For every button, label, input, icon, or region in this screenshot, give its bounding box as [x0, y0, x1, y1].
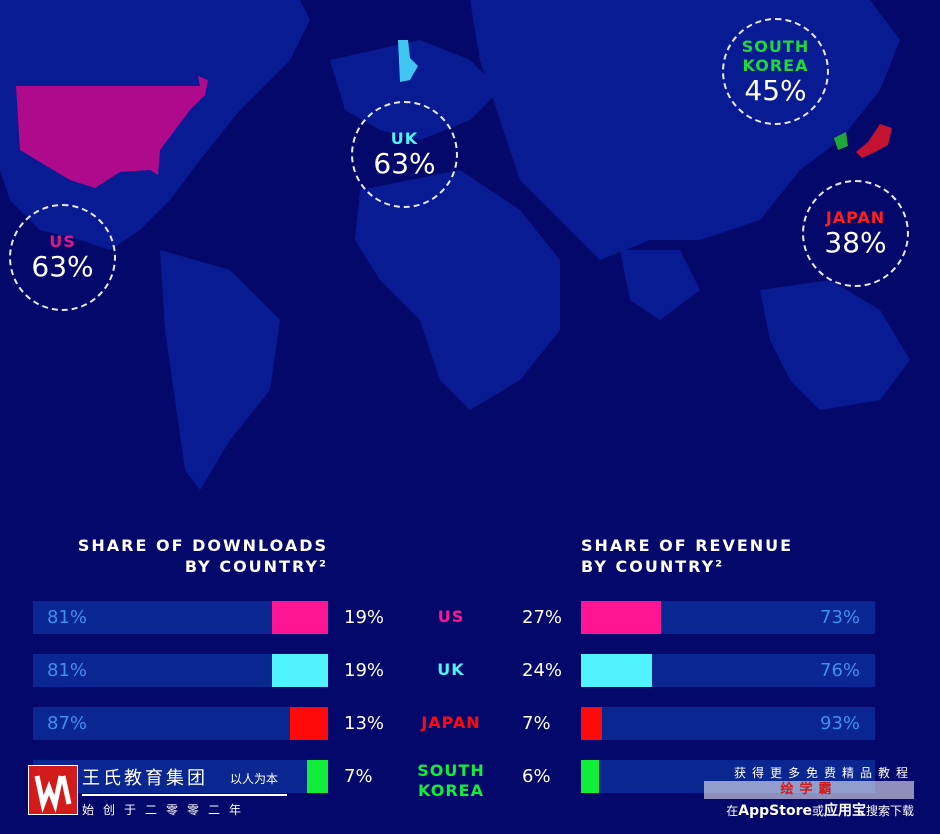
- downloads-share-label: 19%: [344, 660, 385, 681]
- bubble-country: JAPAN: [825, 208, 886, 227]
- revenue-title-line1: SHARE OF REVENUE: [581, 536, 794, 555]
- downloads-highlight-segment: [272, 601, 328, 634]
- bubble-country-line2: KOREA: [742, 55, 809, 75]
- row-country-label: SOUTH KOREA: [391, 761, 511, 801]
- downloads-highlight-segment: [290, 707, 328, 740]
- logo-w-icon: [34, 775, 72, 813]
- bubble-value: 63%: [31, 250, 94, 283]
- revenue-highlight-segment: [581, 760, 599, 793]
- watermark-app-name: 绘学霸: [704, 781, 914, 799]
- bubble-value: 38%: [824, 226, 887, 259]
- bubble-us: US 63%: [9, 204, 116, 311]
- revenue-title-line2: BY COUNTRY²: [581, 557, 725, 576]
- download-store: AppStore: [738, 803, 812, 819]
- us-highlight: [16, 76, 208, 188]
- download-suffix: 搜索下载: [865, 804, 914, 818]
- revenue-bar: [581, 707, 875, 740]
- downloads-share-label: 7%: [344, 766, 373, 787]
- revenue-highlight-segment: [581, 707, 602, 740]
- bubble-south-korea: SOUTH KOREA 45%: [722, 18, 829, 125]
- row-country-line1: UK: [437, 660, 465, 679]
- watermark-download: 在AppStore或应用宝搜索下载: [726, 800, 914, 820]
- row-country-label: JAPAN: [391, 713, 511, 733]
- watermark-name: 王氏教育集团: [82, 768, 208, 789]
- bubble-country-line1: SOUTH: [741, 36, 810, 56]
- revenue-share-label: 7%: [522, 713, 551, 734]
- watermark-divider: [82, 794, 287, 796]
- revenue-highlight-segment: [581, 601, 661, 634]
- watermark-since: 始创于二零零二年: [82, 803, 251, 817]
- bubble-value: 45%: [744, 73, 807, 107]
- downloads-bar: [33, 707, 328, 740]
- downloads-highlight-segment: [272, 654, 328, 687]
- japan-highlight: [856, 124, 892, 158]
- downloads-share-label: 13%: [344, 713, 385, 734]
- row-country-line1: JAPAN: [421, 713, 481, 732]
- downloads-highlight-segment: [307, 760, 328, 793]
- revenue-rest-label: 93%: [820, 713, 861, 734]
- revenue-share-label: 27%: [522, 607, 563, 628]
- revenue-highlight-segment: [581, 654, 652, 687]
- downloads-rest-label: 81%: [47, 660, 88, 681]
- row-country-label: UK: [391, 660, 511, 680]
- row-country-line1: SOUTH: [417, 761, 485, 780]
- downloads-title-line2: BY COUNTRY²: [184, 557, 328, 576]
- downloads-title-line1: SHARE OF DOWNLOADS: [77, 536, 328, 555]
- bubble-value: 63%: [373, 147, 436, 180]
- revenue-rest-label: 73%: [820, 607, 861, 628]
- revenue-share-label: 24%: [522, 660, 563, 681]
- uk-highlight: [398, 40, 418, 82]
- download-mid: 或: [811, 804, 824, 818]
- revenue-heading: SHARE OF REVENUE BY COUNTRY²: [581, 535, 793, 577]
- row-country-line1: US: [437, 607, 465, 626]
- south-korea-highlight: [834, 132, 848, 150]
- download-market: 应用宝: [823, 803, 866, 819]
- downloads-rest-label: 87%: [47, 713, 88, 734]
- revenue-rest-label: 76%: [820, 660, 861, 681]
- watermark-logo: [28, 765, 78, 815]
- row-country-line2: KOREA: [418, 781, 484, 800]
- downloads-rest-label: 81%: [47, 607, 88, 628]
- revenue-share-label: 6%: [522, 766, 551, 787]
- row-country-label: US: [391, 607, 511, 627]
- downloads-bar: [33, 760, 328, 793]
- watermark-slogan: 以人为本: [230, 772, 279, 786]
- watermark-promo: 获得更多免费精品教程: [733, 766, 914, 780]
- download-prefix: 在: [726, 804, 739, 818]
- bubble-country: US: [49, 232, 76, 251]
- bubble-uk: UK 63%: [351, 101, 458, 208]
- bubble-country: UK: [390, 129, 419, 148]
- bubble-japan: JAPAN 38%: [802, 180, 909, 287]
- downloads-share-label: 19%: [344, 607, 385, 628]
- downloads-heading: SHARE OF DOWNLOADS BY COUNTRY²: [78, 535, 328, 577]
